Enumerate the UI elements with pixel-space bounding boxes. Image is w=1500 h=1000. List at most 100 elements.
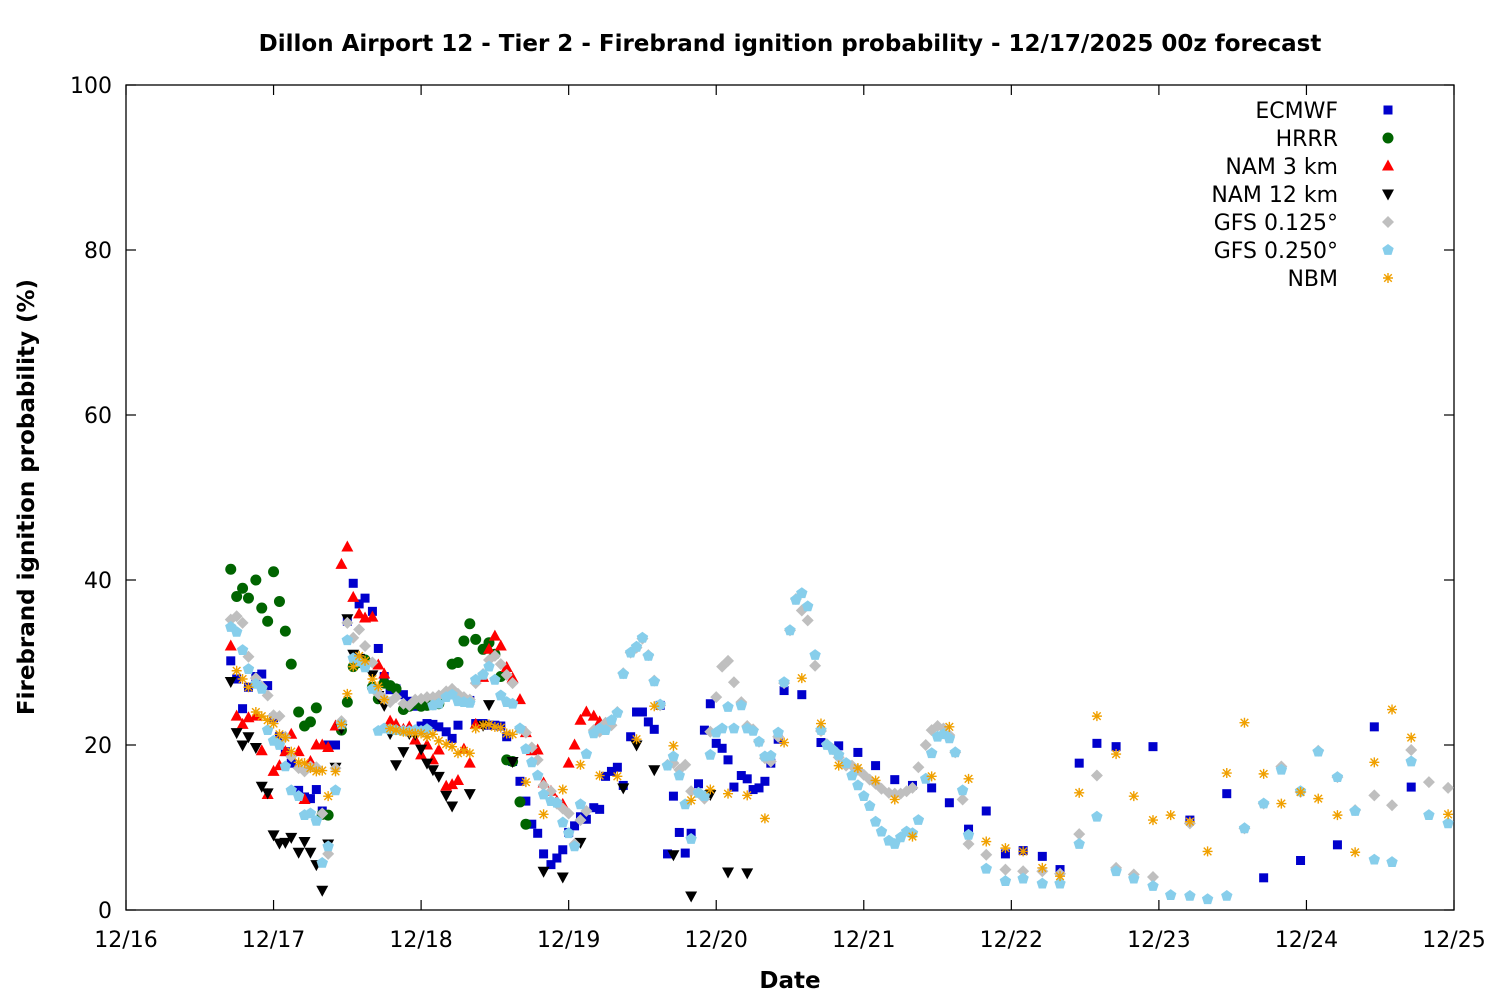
- data-point: [500, 660, 513, 672]
- data-point: [562, 807, 575, 820]
- data-point: [521, 796, 531, 806]
- data-point: [341, 616, 354, 629]
- data-point: [293, 757, 304, 768]
- data-point: [1018, 846, 1029, 857]
- data-point: [237, 674, 248, 684]
- data-point: [470, 633, 482, 645]
- data-point: [606, 766, 616, 776]
- data-point: [649, 701, 660, 712]
- data-point: [242, 732, 255, 744]
- data-point: [537, 788, 550, 800]
- data-point: [1184, 890, 1196, 901]
- data-point: [858, 790, 870, 801]
- data-point: [637, 707, 647, 717]
- data-point: [595, 804, 605, 814]
- data-point: [875, 825, 888, 837]
- data-point: [1000, 843, 1011, 854]
- data-point: [354, 599, 364, 609]
- data-point: [864, 800, 876, 811]
- data-point: [926, 771, 937, 782]
- data-point: [912, 814, 925, 825]
- data-point: [482, 700, 495, 712]
- data-point: [906, 781, 919, 794]
- data-point: [316, 885, 329, 897]
- data-point: [263, 681, 273, 691]
- data-point: [1387, 704, 1398, 715]
- data-point: [531, 743, 544, 755]
- data-point: [268, 718, 279, 729]
- data-point: [477, 668, 489, 680]
- data-point: [236, 616, 249, 629]
- data-point: [759, 813, 770, 824]
- data-point: [1091, 711, 1102, 722]
- data-point: [802, 600, 814, 612]
- data-point: [1037, 851, 1047, 861]
- data-point: [963, 773, 974, 784]
- data-point: [390, 691, 403, 704]
- data-point: [1349, 805, 1361, 816]
- y-tick-label: 60: [84, 404, 112, 429]
- data-point: [397, 747, 410, 759]
- data-point: [273, 595, 285, 607]
- data-point: [367, 674, 378, 684]
- data-point: [495, 689, 507, 701]
- legend-label: HRRR: [1276, 127, 1338, 152]
- data-point: [533, 828, 543, 838]
- data-point: [514, 722, 526, 734]
- data-point: [630, 740, 643, 752]
- data-point: [279, 625, 291, 637]
- data-point: [262, 715, 273, 726]
- data-point: [268, 566, 280, 578]
- data-point: [224, 639, 237, 651]
- data-point: [711, 738, 721, 748]
- legend-marker: [1382, 189, 1394, 201]
- x-tick-label: 12/19: [537, 928, 600, 953]
- data-point: [705, 699, 715, 709]
- data-point: [316, 857, 328, 868]
- data-point: [261, 788, 274, 800]
- data-point: [458, 635, 470, 647]
- data-point: [432, 771, 445, 783]
- data-point: [999, 863, 1012, 876]
- data-point: [980, 862, 992, 874]
- data-point: [1201, 893, 1214, 905]
- legend-label: NAM 3 km: [1225, 155, 1338, 180]
- data-point: [311, 766, 322, 777]
- data-point: [342, 688, 353, 699]
- data-point: [520, 743, 532, 754]
- data-point: [704, 748, 716, 760]
- data-point: [796, 587, 808, 599]
- data-point: [483, 660, 495, 672]
- data-point: [612, 762, 622, 772]
- data-point: [1202, 846, 1213, 857]
- data-point: [710, 691, 723, 704]
- y-tick-label: 0: [98, 899, 112, 924]
- data-point: [667, 850, 680, 862]
- data-point: [293, 706, 305, 718]
- data-point: [250, 574, 262, 586]
- data-point: [1313, 793, 1324, 804]
- data-point: [617, 668, 629, 679]
- data-point: [661, 759, 674, 771]
- data-point: [1000, 849, 1010, 859]
- data-point: [426, 765, 439, 777]
- data-point: [304, 716, 316, 728]
- data-point: [422, 731, 433, 742]
- data-point: [729, 782, 739, 792]
- data-point: [1296, 856, 1306, 865]
- data-point: [589, 803, 599, 813]
- data-point: [520, 777, 531, 788]
- legend: ECMWF HRRR NAM 3 km NAM 12 km GFS 0.125° GFS …: [1211, 99, 1394, 292]
- data-point: [256, 711, 267, 722]
- data-point: [1128, 791, 1139, 802]
- data-point: [816, 738, 826, 748]
- data-point: [869, 815, 882, 827]
- legend-marker: [1383, 105, 1393, 115]
- data-point: [1111, 749, 1122, 760]
- data-point: [1350, 847, 1361, 858]
- data-point: [599, 724, 612, 735]
- data-point: [587, 709, 600, 721]
- data-point: [716, 722, 728, 734]
- data-point: [778, 676, 790, 688]
- data-point: [556, 872, 569, 884]
